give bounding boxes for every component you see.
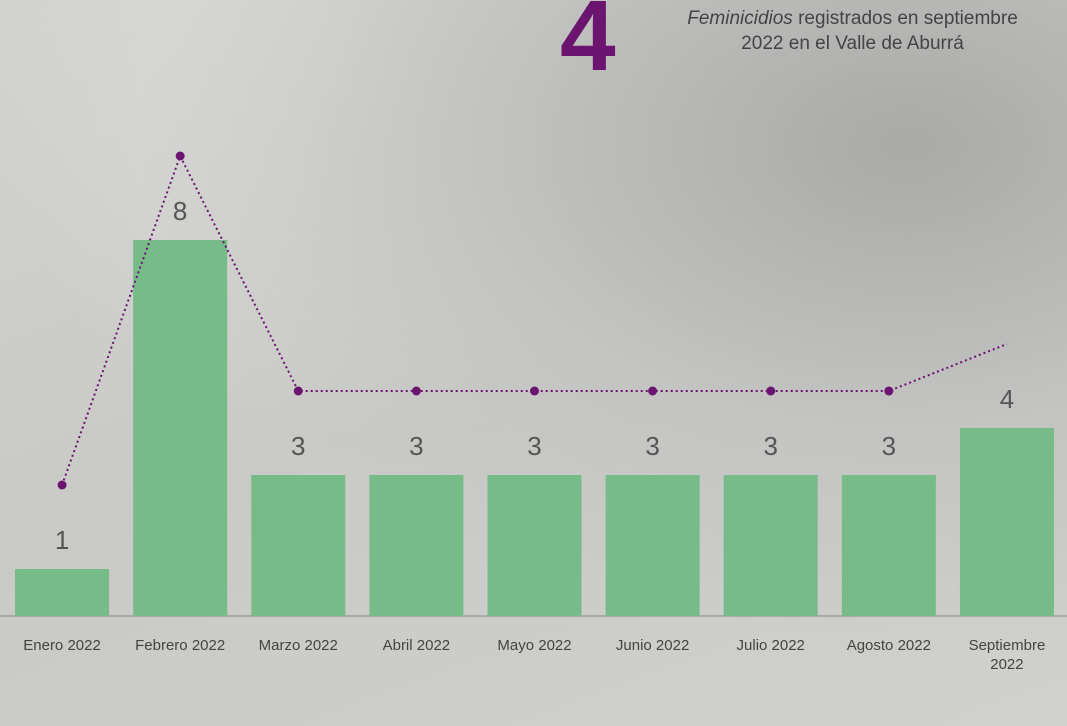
bar [251,475,346,616]
x-tick-label: Mayo 2022 [497,637,572,654]
x-tick-label: Julio 2022 [736,637,805,654]
value-label: 3 [763,431,777,461]
x-tick-label: Enero 2022 [23,637,101,654]
trend-point [175,151,185,161]
bar [841,475,936,616]
value-label: 8 [173,196,187,226]
trend-point [293,386,303,396]
x-tick-label: Febrero 2022 [135,637,226,654]
x-tick-label: Junio 2022 [615,637,690,654]
title-rest: registrados en septiembre [798,8,1018,29]
bar [723,475,818,616]
headline-number: 4 [560,0,616,92]
trend-point [530,386,539,396]
x-tick-label: Abril 2022 [382,637,451,654]
bar [369,475,464,616]
value-label: 1 [55,525,69,555]
x-tick-label: Septiembre 2022 [968,637,1046,673]
trend-point [57,480,67,490]
title-emphasis: Feminicidios [687,8,793,29]
x-tick-label: Marzo 2022 [258,637,338,654]
bar [15,569,110,616]
bar [605,475,700,616]
bar [133,240,228,616]
chart-title: Feminicidios registrados en septiembre 20… [640,6,1065,56]
value-label: 3 [409,431,423,461]
value-label: 3 [882,431,896,461]
value-label: 3 [645,431,659,461]
trend-point [884,386,894,396]
value-label: 3 [527,431,541,461]
value-label: 4 [1000,384,1014,414]
trend-point [411,386,421,396]
trend-point [648,386,658,396]
bar [959,428,1054,616]
value-label: 3 [291,431,305,461]
trend-point [766,386,776,396]
bar [487,475,582,616]
x-tick-label: Agosto 2022 [846,637,931,654]
title-line2: 2022 en el Valle de Aburrá [741,33,964,54]
